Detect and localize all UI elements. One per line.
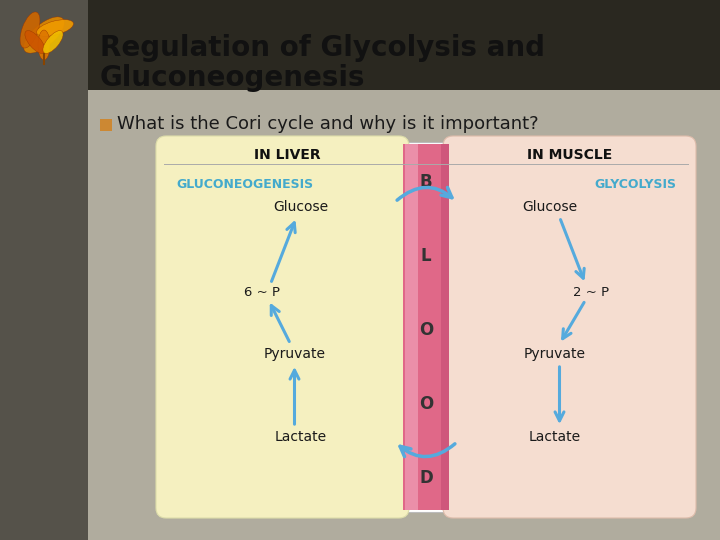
Ellipse shape bbox=[24, 17, 64, 53]
Ellipse shape bbox=[25, 31, 45, 53]
Ellipse shape bbox=[20, 12, 40, 48]
Text: L: L bbox=[420, 247, 431, 265]
Bar bbox=[441, 144, 449, 510]
Text: GLUCONEOGENESIS: GLUCONEOGENESIS bbox=[176, 178, 313, 191]
FancyBboxPatch shape bbox=[443, 136, 696, 518]
Text: Lactate: Lactate bbox=[528, 430, 580, 444]
Bar bbox=[88, 90, 720, 540]
Text: Glucose: Glucose bbox=[522, 200, 577, 214]
Bar bbox=[0, 0, 88, 540]
Text: Gluconeogenesis: Gluconeogenesis bbox=[100, 64, 366, 92]
Text: Lactate: Lactate bbox=[274, 430, 327, 444]
Bar bbox=[162, 142, 690, 512]
Ellipse shape bbox=[43, 31, 63, 53]
Text: 6 ~ P: 6 ~ P bbox=[245, 286, 281, 299]
Text: D: D bbox=[419, 469, 433, 487]
Text: GLYCOLYSIS: GLYCOLYSIS bbox=[594, 178, 676, 191]
Text: B: B bbox=[420, 173, 432, 191]
Text: Pyruvate: Pyruvate bbox=[264, 347, 325, 361]
Text: O: O bbox=[419, 321, 433, 339]
Bar bbox=[405, 144, 418, 510]
Ellipse shape bbox=[37, 19, 73, 36]
Text: Pyruvate: Pyruvate bbox=[523, 347, 585, 361]
Text: Glucose: Glucose bbox=[273, 200, 328, 214]
Text: O: O bbox=[419, 395, 433, 413]
FancyBboxPatch shape bbox=[156, 136, 409, 518]
Bar bbox=[88, 0, 720, 90]
Text: What is the Cori cycle and why is it important?: What is the Cori cycle and why is it imp… bbox=[117, 115, 539, 133]
Bar bbox=[100, 119, 112, 131]
Text: 2 ~ P: 2 ~ P bbox=[573, 286, 610, 299]
Text: IN LIVER: IN LIVER bbox=[254, 148, 321, 162]
Text: IN MUSCLE: IN MUSCLE bbox=[527, 148, 612, 162]
Ellipse shape bbox=[38, 30, 50, 60]
Bar bbox=[403, 144, 449, 510]
Text: Regulation of Glycolysis and: Regulation of Glycolysis and bbox=[100, 34, 545, 62]
